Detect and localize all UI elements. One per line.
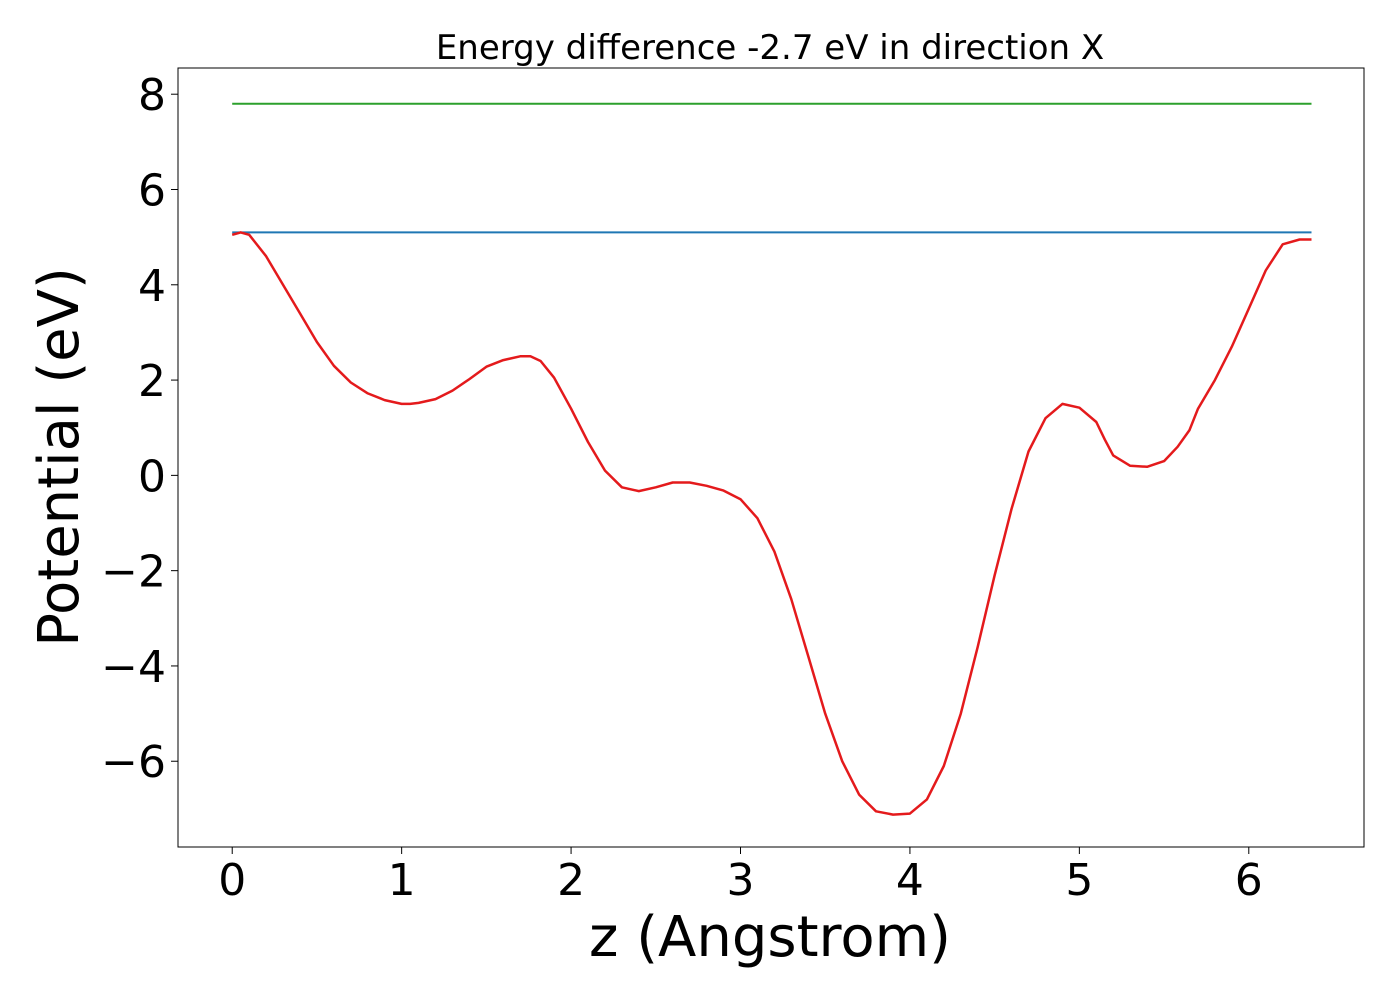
x-tick-label: 0 xyxy=(218,855,246,906)
y-tick-label: −2 xyxy=(101,547,166,598)
x-tick-label: 5 xyxy=(1065,855,1093,906)
chart-title: Energy difference -2.7 eV in direction X xyxy=(436,28,1104,68)
y-tick-label: 4 xyxy=(138,261,166,312)
x-tick-label: 1 xyxy=(388,855,416,906)
x-axis-label: z (Angstrom) xyxy=(589,905,951,970)
y-tick-label: 8 xyxy=(138,70,166,121)
x-tick-label: 4 xyxy=(896,855,924,906)
y-tick-label: −4 xyxy=(101,642,166,693)
y-tick-label: 2 xyxy=(138,356,166,407)
series-line-2 xyxy=(231,231,1312,816)
axis-layer: 0 1 2 3 4 5 6 −6 −4 −2 0 2 4 6 8 xyxy=(101,67,1365,906)
y-tick-label: 0 xyxy=(138,451,166,502)
x-tick-label: 2 xyxy=(557,855,585,906)
y-tick-label: 6 xyxy=(138,165,166,216)
x-tick-label: 6 xyxy=(1235,855,1263,906)
x-tick-label: 3 xyxy=(727,855,755,906)
plot-frame xyxy=(177,67,1365,848)
y-tick-label: −6 xyxy=(101,737,166,788)
y-axis-label: Potential (eV) xyxy=(27,267,92,647)
series-layer xyxy=(231,102,1312,816)
